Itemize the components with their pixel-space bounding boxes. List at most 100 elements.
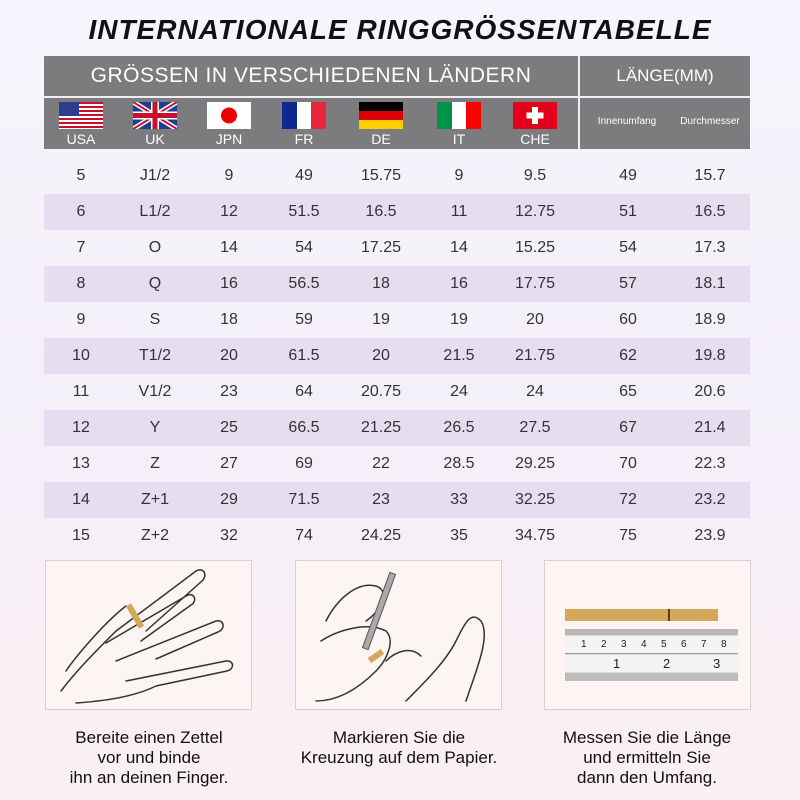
table-cell: 20.75 <box>360 383 402 400</box>
table-cell: 51.5 <box>288 203 320 220</box>
ruler-tick-label: 3 <box>621 639 627 650</box>
table-cell: Z+2 <box>140 527 169 544</box>
table-cell: 18.9 <box>694 311 726 328</box>
hand-marking-pen-icon <box>315 571 485 702</box>
table-row: 5 J1/2 9 49 15.75 9 9.5 49 15.7 <box>44 158 750 194</box>
table-cell: 56.5 <box>288 275 320 292</box>
table-cell: 14 <box>220 239 238 256</box>
table-row: 14 Z+1 29 71.5 23 33 32.25 72 23.2 <box>44 482 750 518</box>
table-cell: 27.5 <box>519 419 551 436</box>
country-usa: USA <box>51 102 111 147</box>
table-cell: 21.25 <box>360 419 402 436</box>
table-cell: 21.75 <box>514 347 556 364</box>
france-flag-icon <box>282 102 326 129</box>
table-row: 8 Q 16 56.5 18 16 17.75 57 18.1 <box>44 266 750 302</box>
table-cell: Z <box>150 455 160 472</box>
japan-flag-icon <box>207 102 251 129</box>
hand-with-paper-strip-icon <box>60 569 234 704</box>
table-cell: 18 <box>220 311 238 328</box>
table-cell: 60 <box>619 311 637 328</box>
table-cell: 17.25 <box>360 239 402 256</box>
table-cell: 17.3 <box>694 239 726 256</box>
table-cell: 67 <box>619 419 637 436</box>
caption-line: dann den Umfang. <box>577 768 717 787</box>
table-cell: 24 <box>450 383 468 400</box>
table-cell: Z+1 <box>140 491 169 508</box>
caption-line: Kreuzung auf dem Papier. <box>300 748 498 767</box>
country-che: CHE <box>505 102 565 147</box>
table-cell: 33 <box>450 491 468 508</box>
table-cell: 22.3 <box>694 455 726 472</box>
table-cell: 29 <box>220 491 238 508</box>
table-cell: 28.5 <box>443 455 475 472</box>
country-uk: UK <box>125 102 185 147</box>
table-cell: 24 <box>526 383 544 400</box>
table-cell: 71.5 <box>288 491 320 508</box>
table-cell: 16 <box>220 275 238 292</box>
country-it: IT <box>429 102 489 147</box>
table-cell: 69 <box>295 455 313 472</box>
table-cell: 64 <box>295 383 313 400</box>
table-header: GRÖSSEN IN VERSCHIEDENEN LÄNDERN LÄNGE(M… <box>44 56 750 149</box>
table-cell: 19 <box>450 311 468 328</box>
table-cell: 23.9 <box>694 527 726 544</box>
table-cell: 23.2 <box>694 491 726 508</box>
table-row: 11 V1/2 23 64 20.75 24 24 65 20.6 <box>44 374 750 410</box>
ruler-tick-label: 2 <box>663 656 671 671</box>
table-cell: 75 <box>619 527 637 544</box>
table-cell: 57 <box>619 275 637 292</box>
country-jpn: JPN <box>199 102 259 147</box>
country-label: JPN <box>215 131 243 147</box>
table-cell: 15 <box>72 527 90 544</box>
germany-flag-icon <box>359 102 403 129</box>
caption-line: vor und binde <box>97 748 201 767</box>
table-cell: 20.6 <box>694 383 726 400</box>
table-cell: 14 <box>450 239 468 256</box>
table-cell: 49 <box>619 167 637 184</box>
us-flag-icon <box>59 102 103 129</box>
table-row: 9 S 18 59 19 19 20 60 18.9 <box>44 302 750 338</box>
table-cell: J1/2 <box>139 167 171 184</box>
table-cell: Q <box>148 275 162 292</box>
table-cell: 15.75 <box>360 167 402 184</box>
table-cell: 6 <box>76 203 86 220</box>
table-cell: 9.5 <box>523 167 547 184</box>
table-cell: S <box>149 311 161 328</box>
table-row: 6 L1/2 12 51.5 16.5 11 12.75 51 16.5 <box>44 194 750 230</box>
table-cell: 19.8 <box>694 347 726 364</box>
ruler-tick-label: 1 <box>581 639 587 650</box>
table-cell: 70 <box>619 455 637 472</box>
ruler-tick-label: 3 <box>713 656 721 671</box>
table-cell: 17.75 <box>514 275 556 292</box>
uk-flag-icon <box>133 102 177 129</box>
table-row: 12 Y 25 66.5 21.25 26.5 27.5 67 21.4 <box>44 410 750 446</box>
table-cell: 12 <box>220 203 238 220</box>
country-label: USA <box>66 131 96 147</box>
paper-strip <box>125 603 145 629</box>
step-3-caption: Messen Sie die Länge und ermitteln Sie dan… <box>517 728 777 788</box>
divider <box>44 96 578 98</box>
table-cell: 23 <box>220 383 238 400</box>
table-cell: 14 <box>72 491 90 508</box>
ruler-tick-label: 7 <box>701 639 707 650</box>
table-cell: 16.5 <box>365 203 397 220</box>
table-cell: Y <box>149 419 161 436</box>
table-cell: 11 <box>72 383 90 400</box>
ruler-tick-label: 1 <box>613 656 621 671</box>
table-row: 13 Z 27 69 22 28.5 29.25 70 22.3 <box>44 446 750 482</box>
step-1-caption: Bereite einen Zettel vor und binde ihn an … <box>19 728 279 788</box>
caption-line: und ermitteln Sie <box>583 748 711 767</box>
ruler-tick-label: 2 <box>601 639 607 650</box>
table-cell: V1/2 <box>138 383 172 400</box>
table-cell: 72 <box>619 491 637 508</box>
ruler-tick-label: 4 <box>641 639 647 650</box>
paper-strip <box>367 648 385 664</box>
pen <box>361 571 397 651</box>
table-cell: 7 <box>76 239 86 256</box>
table-cell: 9 <box>76 311 86 328</box>
divider <box>578 56 580 149</box>
table-cell: 26.5 <box>443 419 475 436</box>
country-label: FR <box>294 131 314 147</box>
table-cell: 12.75 <box>514 203 556 220</box>
